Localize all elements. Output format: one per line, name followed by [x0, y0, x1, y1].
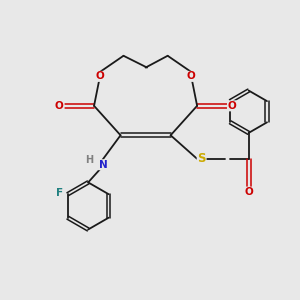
Text: H: H	[85, 155, 94, 165]
Text: F: F	[56, 188, 63, 198]
Text: O: O	[244, 187, 253, 197]
Text: O: O	[96, 71, 104, 81]
Text: O: O	[55, 101, 64, 111]
Text: N: N	[98, 160, 107, 170]
Text: O: O	[187, 71, 196, 81]
Text: O: O	[227, 101, 236, 111]
Text: S: S	[197, 152, 206, 165]
